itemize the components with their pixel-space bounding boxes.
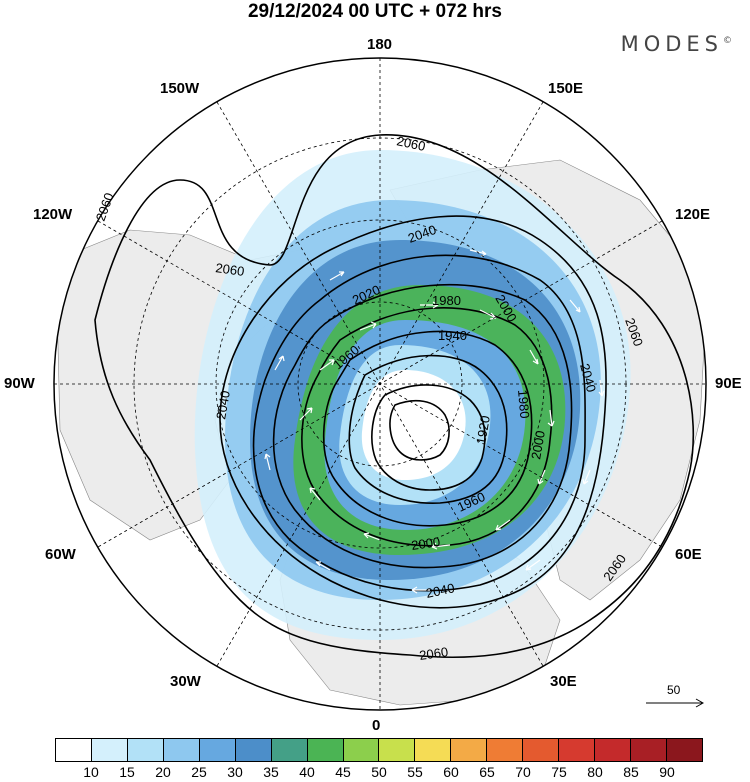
colorbar-swatch [271,739,308,761]
lon-label-150e: 150E [548,80,584,97]
copyright-mark: © [723,36,732,46]
lon-label-30w: 30W [170,673,201,690]
colorbar-swatch [199,739,236,761]
contour-label: 2000 [410,534,441,553]
graticule [54,58,706,710]
contour-label: 1940 [438,328,467,343]
brand-logo: MODES© [621,32,732,56]
colorbar-tick-label: 50 [371,764,387,780]
lon-label-0: 0 [372,717,381,734]
colorbar-tick-label: 85 [623,764,639,780]
lon-label-90e: 90E [715,375,742,392]
contour-2060 [94,134,695,659]
contour-low [389,399,450,461]
contour-label: 1920 [473,414,493,445]
colorbar-tick-label: 20 [155,764,171,780]
colorbar-swatch [343,739,380,761]
contour-1940 [348,354,508,504]
colorbar-swatch [559,739,596,761]
colorbar-swatch [235,739,272,761]
colorbar-tick-label: 70 [515,764,531,780]
contour-label: 2040 [577,362,599,394]
contour-label: 2040 [425,580,456,601]
chart-title: 29/12/2024 00 UTC + 072 hrs [247,1,503,22]
colorbar-swatch [127,739,164,761]
colorbar-tick-label: 15 [119,764,135,780]
height-contours [94,134,695,659]
colorbar-tick-label: 80 [587,764,603,780]
contour-label: 2060 [395,133,426,154]
contour-1920 [371,384,486,491]
colorbar-tick-label: 65 [479,764,495,780]
lon-label-180: 180 [367,36,393,53]
lon-label-30e: 30E [550,673,577,690]
colorbar-tick-label: 90 [659,764,675,780]
lon-label-90w: 90W [4,375,35,392]
colorbar-swatch [451,739,488,761]
colorbar-swatch [415,739,452,761]
lon-label-60e: 60E [675,546,702,563]
wind-scale-arrow [646,698,704,708]
colorbar-tick-label: 40 [299,764,315,780]
colorbar-swatch [666,739,702,761]
colorbar-tick-label: 60 [443,764,459,780]
colorbar-tick-label: 10 [83,764,99,780]
contour-1960 [322,330,533,527]
colorbar-tick-label: 30 [227,764,243,780]
brand-name: MODES [620,32,723,56]
colorbar-swatch [163,739,200,761]
contour-label: 1980 [432,293,461,308]
colorbar-tick-label: 75 [551,764,567,780]
colorbar-swatch [631,739,667,761]
colorbar-swatch [595,739,631,761]
contour-label: 1980 [515,389,532,419]
contour-label: 2040 [213,389,233,420]
colorbar-tick-label: 45 [335,764,351,780]
contour-label: 2060 [215,260,246,279]
contour-label: 2060 [418,644,449,663]
colorbar-tick-label: 55 [407,764,423,780]
contour-2020 [252,254,586,592]
contour-label: 2000 [528,429,548,460]
wind-scale-label: 50 [667,683,681,697]
wind-vectors [264,249,605,594]
lon-label-120w: 120W [33,206,73,223]
colorbar-swatch [523,739,560,761]
contour-1980 [301,307,553,547]
contour-2000 [272,283,573,569]
colorbar-swatch [91,739,128,761]
lon-label-60w: 60W [45,546,76,563]
wind-shade-pole [361,370,466,480]
colorbar-swatch [307,739,344,761]
colorbar-swatch [487,739,524,761]
colorbar [55,738,703,762]
colorbar-swatch [56,739,92,761]
colorbar-tick-label: 25 [191,764,207,780]
map-border [53,57,707,711]
lon-label-150w: 150W [160,80,200,97]
colorbar-swatch [379,739,416,761]
contour-2040 [219,215,607,609]
lon-label-120e: 120E [675,206,711,223]
colorbar-tick-label: 35 [263,764,279,780]
